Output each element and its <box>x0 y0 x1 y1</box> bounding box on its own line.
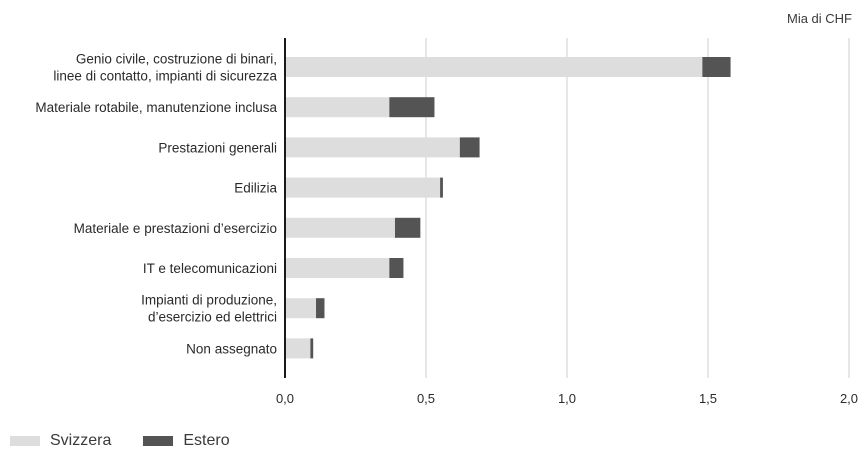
category-label: Materiale e prestazioni d’esercizio <box>74 221 277 236</box>
bar-svizzera <box>285 258 390 278</box>
bar-svizzera <box>285 298 317 319</box>
category-label: Impianti di produzione, d’esercizio ed el… <box>141 293 277 325</box>
x-tick-label: 1,0 <box>558 391 576 406</box>
category-label: Materiale rotabile, manutenzione inclusa <box>35 100 277 115</box>
bar-estero <box>440 177 443 198</box>
category-label: Edilizia <box>234 181 277 196</box>
bar-svizzera <box>285 57 703 77</box>
bar-estero <box>389 97 435 118</box>
unit-label: Mia di CHF <box>786 11 852 26</box>
bar-svizzera <box>285 338 311 359</box>
bar-svizzera <box>285 177 441 198</box>
bar-estero <box>310 338 314 359</box>
bar-svizzera <box>285 217 395 238</box>
legend-swatch-svizzera <box>10 436 40 446</box>
bar-svizzera <box>285 137 460 158</box>
legend-swatch-estero <box>143 436 174 446</box>
x-tick-label: 0,5 <box>417 391 435 406</box>
bar-estero <box>389 258 404 278</box>
x-tick-label: 0,0 <box>276 391 294 406</box>
category-label: Prestazioni generali <box>158 140 277 155</box>
legend-label-estero: Estero <box>183 432 230 449</box>
x-tick-label: 1,5 <box>699 391 717 406</box>
legend-item-svizzera: Svizzera <box>10 432 111 450</box>
category-label: IT e telecomunicazioni <box>143 261 277 276</box>
legend-label-svizzera: Svizzera <box>50 432 112 449</box>
bar-estero <box>702 57 731 77</box>
category-label: Non assegnato <box>186 341 277 356</box>
x-tick-label: 2,0 <box>840 391 858 406</box>
bar-estero <box>316 298 325 319</box>
bar-estero <box>394 217 421 238</box>
legend: Svizzera Estero <box>10 432 262 450</box>
legend-item-estero: Estero <box>143 432 230 450</box>
bar-estero <box>459 137 480 158</box>
category-label: Genio civile, costruzione di binari, line… <box>53 52 277 84</box>
bar-svizzera <box>285 97 390 118</box>
